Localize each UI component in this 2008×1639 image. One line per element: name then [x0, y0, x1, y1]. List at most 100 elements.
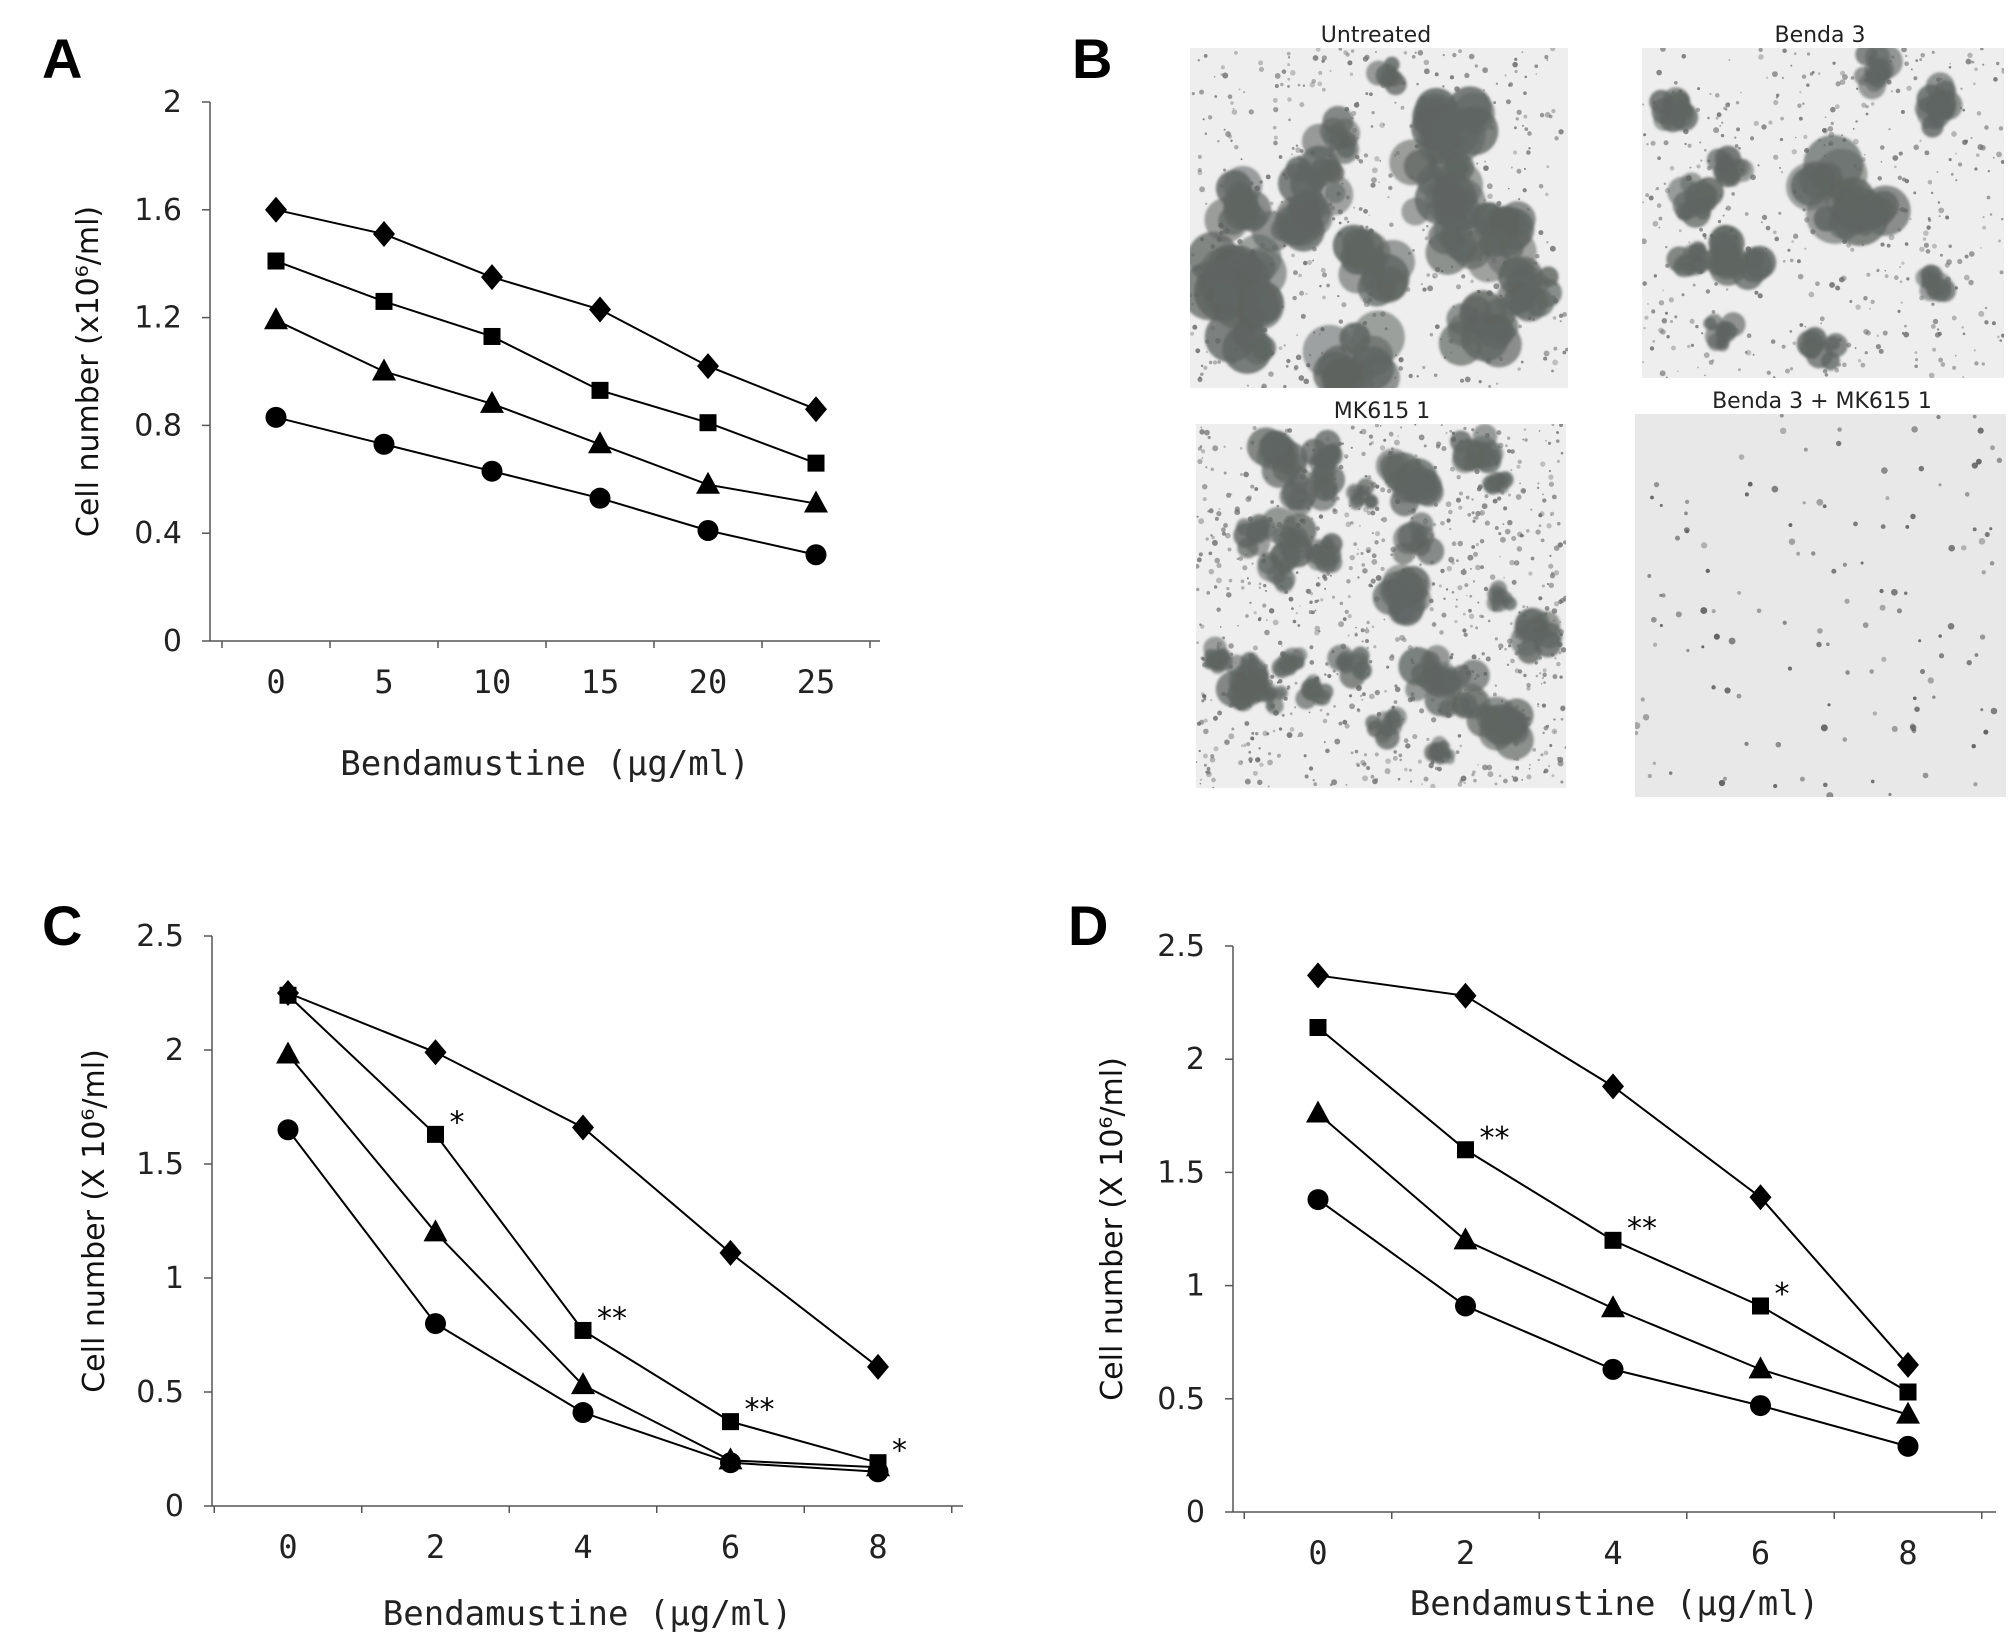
cell-speck: [1963, 274, 1970, 281]
cell-speck: [1713, 633, 1720, 640]
colony-blob: [1711, 231, 1734, 254]
cell-speck: [1962, 332, 1966, 336]
cell-speck: [1272, 125, 1277, 130]
significance-marker: **: [1480, 1121, 1510, 1156]
triangle-series-line: [275, 319, 817, 505]
cell-speck: [1337, 295, 1340, 298]
cell-speck: [1278, 727, 1283, 731]
cell-speck: [1417, 50, 1424, 56]
cell-speck: [1983, 729, 1989, 735]
cell-speck: [1371, 532, 1374, 535]
cell-speck: [1464, 583, 1469, 588]
cell-speck: [1648, 195, 1654, 201]
cell-speck: [1483, 89, 1485, 91]
cell-speck: [1754, 290, 1759, 295]
square-marker: [1752, 1297, 1769, 1315]
cell-speck: [1213, 746, 1219, 752]
cell-speck: [1317, 81, 1323, 87]
cell-speck: [1368, 214, 1371, 217]
cell-speck: [1472, 580, 1476, 583]
cell-speck: [1240, 760, 1243, 763]
cell-speck: [1779, 137, 1784, 142]
cell-speck: [1923, 242, 1929, 248]
cell-speck: [1461, 274, 1466, 279]
cell-speck: [1781, 76, 1784, 80]
diamond-marker: [1307, 962, 1329, 989]
cell-speck: [1663, 140, 1669, 146]
cell-speck: [1683, 527, 1690, 534]
cell-speck: [1646, 142, 1649, 146]
colony-blob: [1266, 697, 1284, 715]
cell-speck: [1368, 434, 1374, 439]
cell-speck: [1834, 285, 1840, 291]
cell-speck: [1200, 624, 1205, 629]
cell-speck: [1486, 183, 1493, 190]
cell-speck: [1549, 245, 1556, 252]
cell-speck: [1552, 359, 1559, 366]
cell-speck: [1822, 782, 1828, 788]
cell-speck: [1901, 261, 1905, 265]
cell-speck: [1972, 527, 1977, 532]
cell-speck: [1519, 482, 1522, 485]
cell-speck: [1695, 324, 1699, 329]
cell-speck: [1202, 118, 1205, 121]
cell-speck: [1984, 125, 1989, 130]
cell-speck: [1440, 424, 1443, 427]
cell-speck: [1918, 465, 1925, 472]
cell-speck: [1397, 777, 1401, 781]
cell-speck: [1979, 634, 1986, 640]
cell-speck: [1230, 101, 1234, 105]
y-tick-label: 1.6: [134, 193, 182, 228]
cell-speck: [1948, 158, 1952, 162]
cell-speck: [1842, 562, 1847, 567]
cell-speck: [1297, 735, 1299, 738]
cell-speck: [1965, 58, 1972, 65]
cell-speck: [1485, 656, 1491, 662]
cell-speck: [1316, 581, 1321, 587]
cell-speck: [1344, 723, 1350, 729]
colony-blob: [1411, 662, 1433, 685]
cell-speck: [1728, 58, 1731, 62]
cell-speck: [1473, 551, 1479, 557]
x-axis-label: Bendamustine (μg/ml): [383, 1594, 792, 1634]
cell-speck: [1388, 655, 1395, 661]
cell-speck: [1521, 51, 1524, 54]
cell-speck: [1526, 150, 1531, 155]
cell-speck: [1809, 72, 1814, 76]
cell-speck: [1981, 362, 1985, 366]
cell-speck: [1349, 521, 1354, 525]
cell-speck: [1880, 242, 1885, 247]
cell-speck: [1383, 438, 1387, 442]
cell-speck: [1738, 146, 1741, 150]
cell-speck: [1789, 258, 1794, 263]
cell-speck: [1361, 698, 1364, 701]
cell-speck: [1257, 779, 1263, 786]
y-tick-label: 1.2: [134, 301, 182, 336]
cell-speck: [1919, 139, 1922, 143]
cell-speck: [1552, 674, 1558, 680]
cell-speck: [1299, 605, 1301, 607]
cell-speck: [1498, 643, 1504, 649]
cell-speck: [1420, 283, 1423, 286]
cell-speck: [1267, 752, 1272, 756]
cell-speck: [1737, 591, 1741, 595]
cell-speck: [1332, 508, 1338, 515]
cell-speck: [1213, 75, 1216, 78]
cell-speck: [1554, 601, 1560, 607]
cell-speck: [1853, 521, 1858, 527]
cell-speck: [1287, 685, 1290, 688]
cell-speck: [1208, 360, 1213, 365]
diamond-marker: [867, 1353, 889, 1380]
cell-speck: [1911, 426, 1918, 433]
cell-speck: [1468, 608, 1472, 613]
colony-blob: [1438, 699, 1457, 718]
cell-speck: [1553, 718, 1556, 721]
cell-speck: [1441, 446, 1447, 452]
cell-speck: [1895, 88, 1901, 94]
cell-speck: [1503, 576, 1506, 579]
cell-speck: [1289, 70, 1296, 76]
cell-speck: [1347, 60, 1353, 66]
cell-speck: [1541, 703, 1547, 708]
cell-speck: [1475, 626, 1479, 630]
